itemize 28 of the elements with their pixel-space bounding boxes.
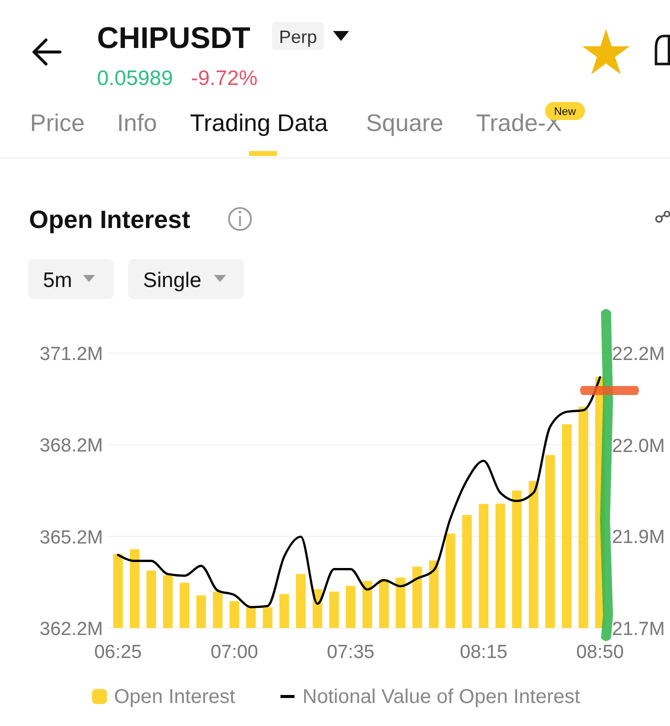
y-tick-label: 368.2M (40, 436, 103, 457)
text: Perp (278, 27, 318, 47)
x-tick-label: 06:25 (94, 642, 142, 663)
line-series (116, 376, 602, 608)
x-tick-label: 08:15 (460, 642, 508, 663)
text: -9.72% (191, 67, 258, 90)
y-tick-label: 371.2M (40, 344, 103, 365)
legend-label: Notional Value of Open Interest (302, 686, 581, 708)
y-tick-label: 365.2M (40, 527, 103, 548)
text: Square (366, 110, 444, 137)
x-tick-label: 08:50 (576, 642, 624, 663)
text: Info (117, 110, 158, 137)
text: Price (30, 110, 85, 137)
text: 0.05989 (97, 67, 173, 90)
y2-tick-label: 22.2M (612, 344, 665, 365)
text: CHIPUSDT (97, 22, 250, 55)
y2-tick-label: 22.0M (612, 436, 665, 457)
legend-label: Open Interest (114, 686, 236, 708)
y2-tick-label: 21.7M (612, 619, 665, 640)
x-tick-label: 07:00 (210, 642, 258, 663)
y2-tick-label: 21.9M (612, 527, 665, 548)
chart-title: Open Interest (29, 206, 191, 234)
text: Trading Data (190, 110, 328, 137)
y-tick-label: 362.2M (40, 619, 103, 640)
x-tick-label: 07:35 (326, 642, 374, 663)
text: New (554, 106, 576, 118)
text: 5m (43, 269, 72, 292)
text: Single (143, 269, 202, 292)
